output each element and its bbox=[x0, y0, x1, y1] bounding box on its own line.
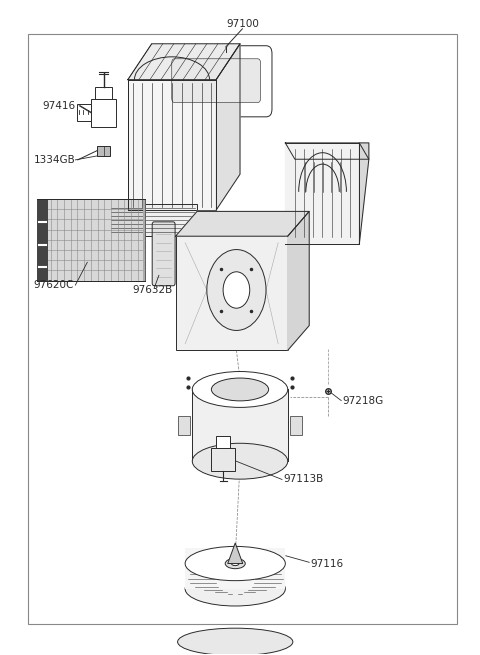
Text: 97100: 97100 bbox=[226, 19, 259, 29]
Bar bbox=[211, 448, 235, 471]
Bar bbox=[37, 199, 144, 280]
Ellipse shape bbox=[192, 371, 288, 407]
Circle shape bbox=[223, 272, 250, 309]
Text: 1334GB: 1334GB bbox=[34, 155, 75, 165]
Polygon shape bbox=[228, 543, 243, 563]
Bar bbox=[128, 80, 216, 210]
Ellipse shape bbox=[192, 443, 288, 479]
Polygon shape bbox=[216, 44, 240, 210]
Polygon shape bbox=[288, 212, 309, 350]
Ellipse shape bbox=[178, 628, 293, 655]
Bar bbox=[143, 199, 144, 280]
Bar bbox=[216, 436, 230, 448]
Bar bbox=[192, 390, 288, 461]
FancyBboxPatch shape bbox=[172, 59, 261, 102]
Polygon shape bbox=[360, 143, 369, 244]
Bar bbox=[91, 99, 116, 126]
Text: 97116: 97116 bbox=[311, 559, 344, 569]
Ellipse shape bbox=[185, 572, 285, 606]
Polygon shape bbox=[176, 212, 309, 236]
Bar bbox=[290, 415, 302, 435]
Text: 97416: 97416 bbox=[42, 101, 75, 111]
Text: 97113B: 97113B bbox=[283, 474, 323, 485]
Bar bbox=[176, 236, 288, 350]
Polygon shape bbox=[128, 44, 240, 80]
Text: 97620C: 97620C bbox=[34, 280, 74, 290]
Bar bbox=[109, 204, 197, 236]
Bar bbox=[95, 88, 112, 99]
Polygon shape bbox=[285, 143, 369, 159]
Bar bbox=[37, 199, 48, 280]
Ellipse shape bbox=[231, 561, 239, 566]
Bar bbox=[77, 104, 91, 121]
FancyBboxPatch shape bbox=[152, 222, 175, 286]
Ellipse shape bbox=[211, 378, 269, 401]
Text: 97632B: 97632B bbox=[132, 285, 173, 295]
Circle shape bbox=[207, 250, 266, 330]
Bar bbox=[178, 415, 190, 435]
Bar bbox=[97, 145, 110, 156]
Bar bbox=[185, 548, 285, 589]
Text: 97218G: 97218G bbox=[343, 396, 384, 405]
Polygon shape bbox=[285, 143, 360, 244]
Ellipse shape bbox=[185, 546, 285, 581]
FancyBboxPatch shape bbox=[160, 46, 272, 117]
Ellipse shape bbox=[225, 559, 245, 569]
